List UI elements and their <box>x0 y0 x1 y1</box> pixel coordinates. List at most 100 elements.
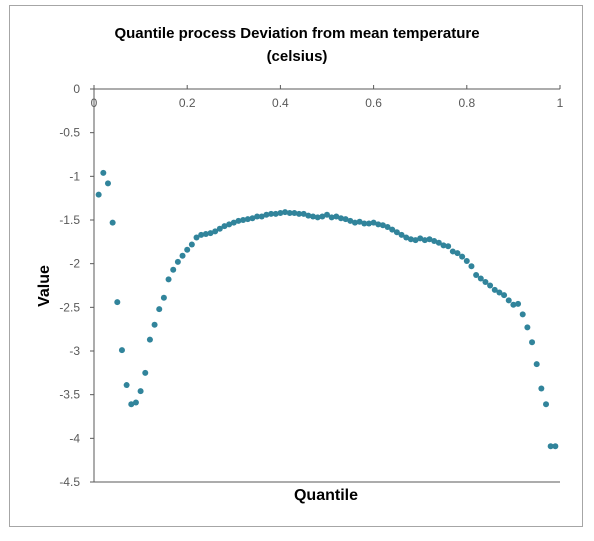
chart-frame <box>9 5 583 527</box>
data-point <box>221 223 228 230</box>
data-point <box>146 336 153 343</box>
data-point <box>263 211 270 218</box>
data-point <box>505 297 512 304</box>
data-point <box>104 180 111 187</box>
data-point <box>291 210 298 217</box>
chart-title: Quantile process Deviation from mean tem… <box>114 25 479 42</box>
data-point <box>379 222 386 229</box>
y-tick-label: -0.5 <box>59 126 80 140</box>
data-point <box>165 276 172 283</box>
y-axis-title: Value <box>36 265 53 307</box>
x-tick-label: 0 <box>91 96 98 110</box>
data-point <box>351 219 358 226</box>
data-point <box>477 275 484 282</box>
data-point <box>445 243 452 250</box>
data-point <box>365 220 372 227</box>
data-point <box>235 217 242 224</box>
data-point <box>272 210 279 217</box>
data-point <box>207 230 214 237</box>
x-tick-label: 0.6 <box>365 96 382 110</box>
data-point <box>524 324 531 331</box>
tick-labels: 0 0.2 0.4 0.6 0.8 1 0 -0.5 -1 -1.5 -2 -2.5 -3 -3.5 -4 -… <box>59 82 563 489</box>
data-point <box>407 236 414 243</box>
y-tick-label: -1 <box>69 169 80 183</box>
data-point <box>286 210 293 217</box>
data-point <box>496 289 503 296</box>
data-point <box>95 191 102 198</box>
y-tick-label: -4 <box>69 431 80 445</box>
data-point <box>459 253 466 260</box>
data-point <box>454 250 461 257</box>
data-point <box>109 219 116 226</box>
data-point <box>431 237 438 244</box>
y-tick-label: -3 <box>69 344 80 358</box>
data-point <box>547 443 554 450</box>
data-point <box>403 234 410 241</box>
data-point <box>370 219 377 226</box>
data-point <box>300 210 307 217</box>
data-point <box>314 214 321 221</box>
data-point <box>519 311 526 318</box>
data-point <box>538 385 545 392</box>
data-point <box>435 239 442 246</box>
axes <box>90 85 561 483</box>
data-point <box>328 214 335 221</box>
y-tick-label: -1.5 <box>59 213 80 227</box>
data-point <box>393 229 400 236</box>
x-tick-label: 0.2 <box>179 96 196 110</box>
data-point <box>426 236 433 243</box>
data-point <box>184 246 191 253</box>
data-point <box>174 258 181 265</box>
data-point <box>170 266 177 273</box>
data-point <box>118 347 125 354</box>
chart-subtitle: (celsius) <box>267 48 328 65</box>
y-tick-label: -3.5 <box>59 388 80 402</box>
data-point <box>128 401 135 408</box>
y-tick-label: -4.5 <box>59 475 80 489</box>
data-point <box>533 361 540 368</box>
data-point <box>324 211 330 218</box>
data-point <box>515 300 522 307</box>
x-tick-label: 1 <box>557 96 564 110</box>
data-point <box>487 282 494 289</box>
data-point <box>468 263 475 270</box>
data-point <box>501 292 508 299</box>
data-point <box>142 369 149 376</box>
data-point <box>375 221 382 228</box>
data-point <box>510 301 517 308</box>
data-point <box>333 213 340 220</box>
data-point <box>114 299 121 306</box>
data-point <box>137 388 144 395</box>
data-point <box>296 210 303 217</box>
data-point <box>491 286 498 293</box>
data-point <box>188 241 195 248</box>
data-point <box>552 443 559 450</box>
data-point <box>463 258 470 265</box>
data-point <box>268 210 275 217</box>
data-point <box>151 321 158 328</box>
data-point <box>258 213 265 220</box>
data-point <box>132 399 139 406</box>
x-axis-title: Quantile <box>294 487 358 504</box>
y-tick-label: -2 <box>69 257 80 271</box>
x-tick-label: 0.8 <box>458 96 475 110</box>
data-point <box>337 215 344 222</box>
data-point <box>198 231 205 238</box>
data-point <box>543 401 550 408</box>
data-point <box>529 339 536 346</box>
data-point <box>319 213 326 220</box>
data-point <box>193 234 200 241</box>
data-point <box>389 226 396 233</box>
data-point <box>277 210 284 217</box>
data-point <box>249 215 256 222</box>
data-point <box>473 272 480 279</box>
data-point <box>254 213 261 220</box>
x-tick-label: 0.4 <box>272 96 289 110</box>
data-point <box>347 217 354 224</box>
data-point <box>202 230 209 237</box>
data-point <box>160 294 167 301</box>
data-point <box>310 213 317 220</box>
data-point <box>244 216 251 223</box>
data-point <box>417 235 424 242</box>
